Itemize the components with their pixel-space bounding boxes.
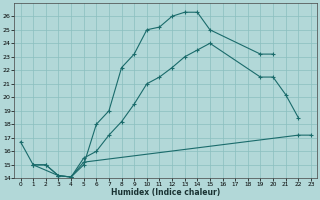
X-axis label: Humidex (Indice chaleur): Humidex (Indice chaleur) — [111, 188, 220, 197]
